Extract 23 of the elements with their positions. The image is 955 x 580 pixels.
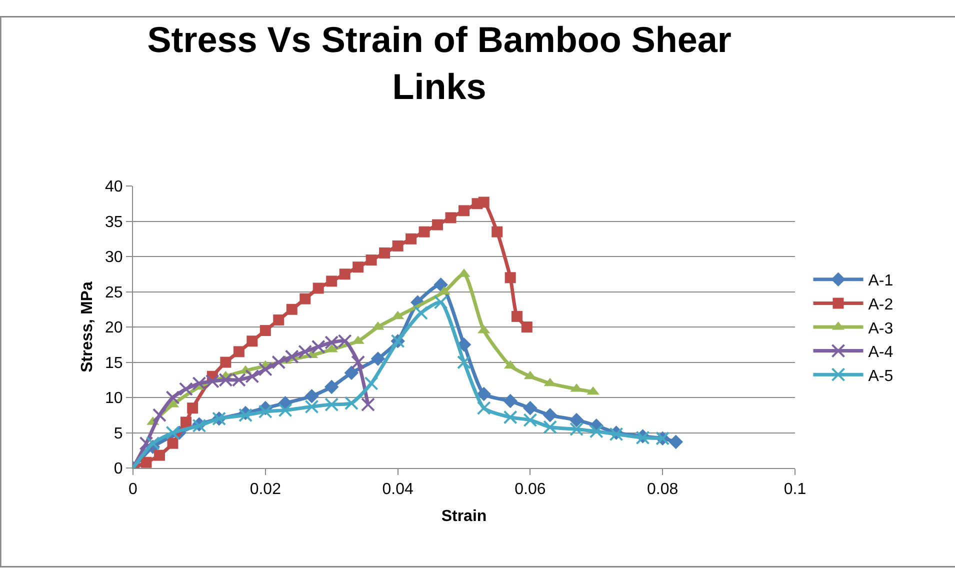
x-tick-label: 0.1 (784, 481, 806, 498)
y-tick-label: 35 (105, 214, 123, 231)
y-tick-label: 40 (105, 178, 123, 196)
x-tick-label: 0.06 (514, 481, 546, 498)
y-tick-label: 20 (105, 320, 123, 337)
legend-label: A-2 (868, 296, 894, 314)
x-tick-label: 0.02 (250, 481, 282, 498)
x-axis-title: Strain (441, 508, 487, 525)
y-tick-label: 25 (105, 284, 123, 302)
y-tick-label: 10 (105, 390, 123, 408)
legend-label: A-5 (868, 368, 894, 385)
legend-label: A-3 (868, 320, 894, 338)
y-axis-title: Stress, MPa (78, 282, 96, 372)
chart-title: Stress Vs Strain of Bamboo Shear Links (147, 19, 732, 107)
y-tick-label: 5 (114, 425, 123, 442)
x-tick-label: 0.08 (647, 481, 678, 498)
y-tick-label: 30 (105, 249, 123, 266)
legend-label: A-1 (868, 272, 894, 290)
x-tick-label: 0 (128, 481, 138, 498)
x-tick-label: 0.04 (382, 481, 414, 498)
legend-label: A-4 (868, 344, 894, 362)
y-tick-label: 15 (105, 354, 123, 372)
y-tick-label: 0 (114, 460, 123, 478)
